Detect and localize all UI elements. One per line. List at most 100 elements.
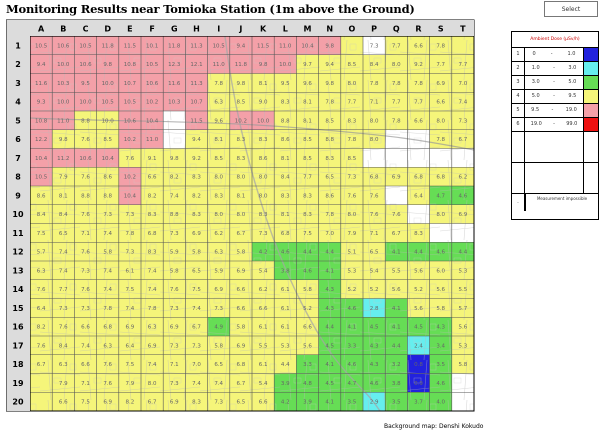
row-header-label: 18 [12, 360, 24, 369]
cell-value: 6.8 [103, 325, 112, 331]
cell-value: 9.3 [37, 100, 46, 106]
row-header-label: 5 [15, 116, 21, 125]
cell-value: 10.8 [35, 118, 48, 124]
column-header-bar [6, 20, 474, 36]
legend-range-dash: - [550, 51, 553, 57]
cell-value: 6.6 [259, 400, 268, 406]
legend-row-3: 3 3.0 - 5.0 [512, 76, 598, 90]
cell-value: 8.5 [303, 137, 312, 143]
legend-row-index: 1 [512, 48, 525, 61]
cell-value: 7.4 [148, 268, 157, 274]
cell-value: 7.4 [459, 100, 468, 106]
cell-value: 6.7 [148, 400, 157, 406]
column-header-label: D [104, 25, 111, 34]
cell-value: 8.3 [259, 137, 268, 143]
cell-value: 6.8 [370, 175, 379, 181]
cell-value: 6.2 [214, 231, 223, 237]
cell-value: 5.5 [259, 343, 268, 349]
legend-row-6: 6 19.0 - 99.0 [512, 118, 598, 132]
cell-value: 5.3 [281, 343, 290, 349]
cell-value: 7.6 [103, 381, 112, 387]
row-header-label: 13 [12, 266, 23, 275]
cell-value: 6.9 [392, 175, 401, 181]
cell-value: 7.8 [392, 118, 401, 124]
cell-value: 10.0 [257, 118, 270, 124]
cell-value: 5.4 [259, 268, 268, 274]
cell-value: 3.4 [436, 343, 445, 349]
cell-value: 10.7 [190, 100, 203, 106]
cell-value: 5.1 [348, 250, 357, 256]
cell-value: 6.7 [237, 231, 246, 237]
cell-value: 6.1 [281, 287, 290, 293]
cell-value: 5.8 [214, 343, 223, 349]
cell-value: 9.2 [414, 62, 423, 68]
column-header-label: H [193, 25, 200, 34]
legend-not-measured-index: - [512, 194, 525, 211]
cell-value: 6.6 [414, 43, 423, 49]
cell-value: 8.1 [259, 81, 268, 87]
cell-value: 7.6 [392, 212, 401, 218]
cell-value: 7.3 [59, 306, 68, 312]
cell-value: 8.8 [325, 137, 334, 143]
cell-value: 7.6 [59, 325, 68, 331]
row-header-label: 12 [12, 248, 23, 257]
legend-range-to: 5.0 [568, 79, 577, 85]
cell-value: 8.3 [303, 212, 312, 218]
cell-value: 8.0 [237, 212, 246, 218]
legend-color-swatch [584, 118, 598, 131]
cell-value: 7.4 [148, 362, 157, 368]
cell-value: 6.7 [459, 137, 468, 143]
cell-value: 6.6 [148, 175, 157, 181]
cell-value: 7.8 [348, 137, 357, 143]
cell-value: 8.5 [303, 156, 312, 162]
row-header-label: 20 [12, 398, 24, 407]
cell-value: 7.8 [103, 306, 112, 312]
legend-row-range: 3.0 - 5.0 [525, 76, 584, 89]
legend-row-2: 2 1.0 - 3.0 [512, 62, 598, 76]
cell-value: 5.8 [237, 325, 246, 331]
legend-color-swatch [584, 90, 598, 103]
cell-value: 7.6 [81, 175, 90, 181]
cell-value: 4.4 [414, 250, 423, 256]
legend-spacer-2 [512, 163, 598, 194]
cell-value: 7.5 [126, 362, 135, 368]
cell-value: 11.5 [257, 43, 270, 49]
cell-value: 6.9 [192, 231, 201, 237]
cell-value: 3.9 [281, 381, 290, 387]
cell-value: 8.1 [281, 212, 290, 218]
cell-value: 7.6 [348, 193, 357, 199]
legend-color-swatch [584, 48, 598, 61]
legend-title: Ambient Dose (µSv/h) [512, 32, 598, 48]
cell-value: 7.0 [459, 81, 468, 87]
legend-range-dash: - [553, 93, 555, 99]
cell-value: 7.5 [37, 231, 46, 237]
cell-value: 9.0 [259, 100, 268, 106]
cell-value: 6.9 [103, 400, 112, 406]
legend-row-4: 4 5.0 - 9.5 [512, 90, 598, 104]
legend-range-dash: - [553, 65, 555, 71]
cell-value: 7.9 [59, 381, 68, 387]
cell-value: 8.3 [192, 175, 201, 181]
cell-value: 7.8 [436, 43, 445, 49]
cell-value: 6.6 [414, 118, 423, 124]
cell-value: 6.6 [259, 306, 268, 312]
cell-value: 6.5 [192, 268, 201, 274]
cell-value: 6.5 [214, 362, 223, 368]
row-header-label: 17 [12, 341, 23, 350]
cell-value: 9.5 [281, 81, 290, 87]
cell-value: 7.4 [59, 250, 68, 256]
cell-value: 5.9 [214, 268, 223, 274]
cell-value: 7.5 [126, 287, 135, 293]
cell-value: 8.2 [170, 175, 179, 181]
select-button[interactable]: Select [544, 1, 598, 17]
cell-value: 8.8 [170, 212, 179, 218]
cell-value: 7.8 [370, 81, 379, 87]
legend-not-measured-label: Measurement impossible [525, 194, 598, 211]
cell-value: 10.6 [57, 43, 70, 49]
cell-value: 9.2 [192, 156, 201, 162]
cell-value: 10.0 [102, 118, 115, 124]
legend-color-swatch [584, 62, 598, 75]
cell-value: 7.4 [148, 287, 157, 293]
cell-value: 11.2 [57, 156, 69, 162]
cell-value: 5.3 [348, 268, 357, 274]
